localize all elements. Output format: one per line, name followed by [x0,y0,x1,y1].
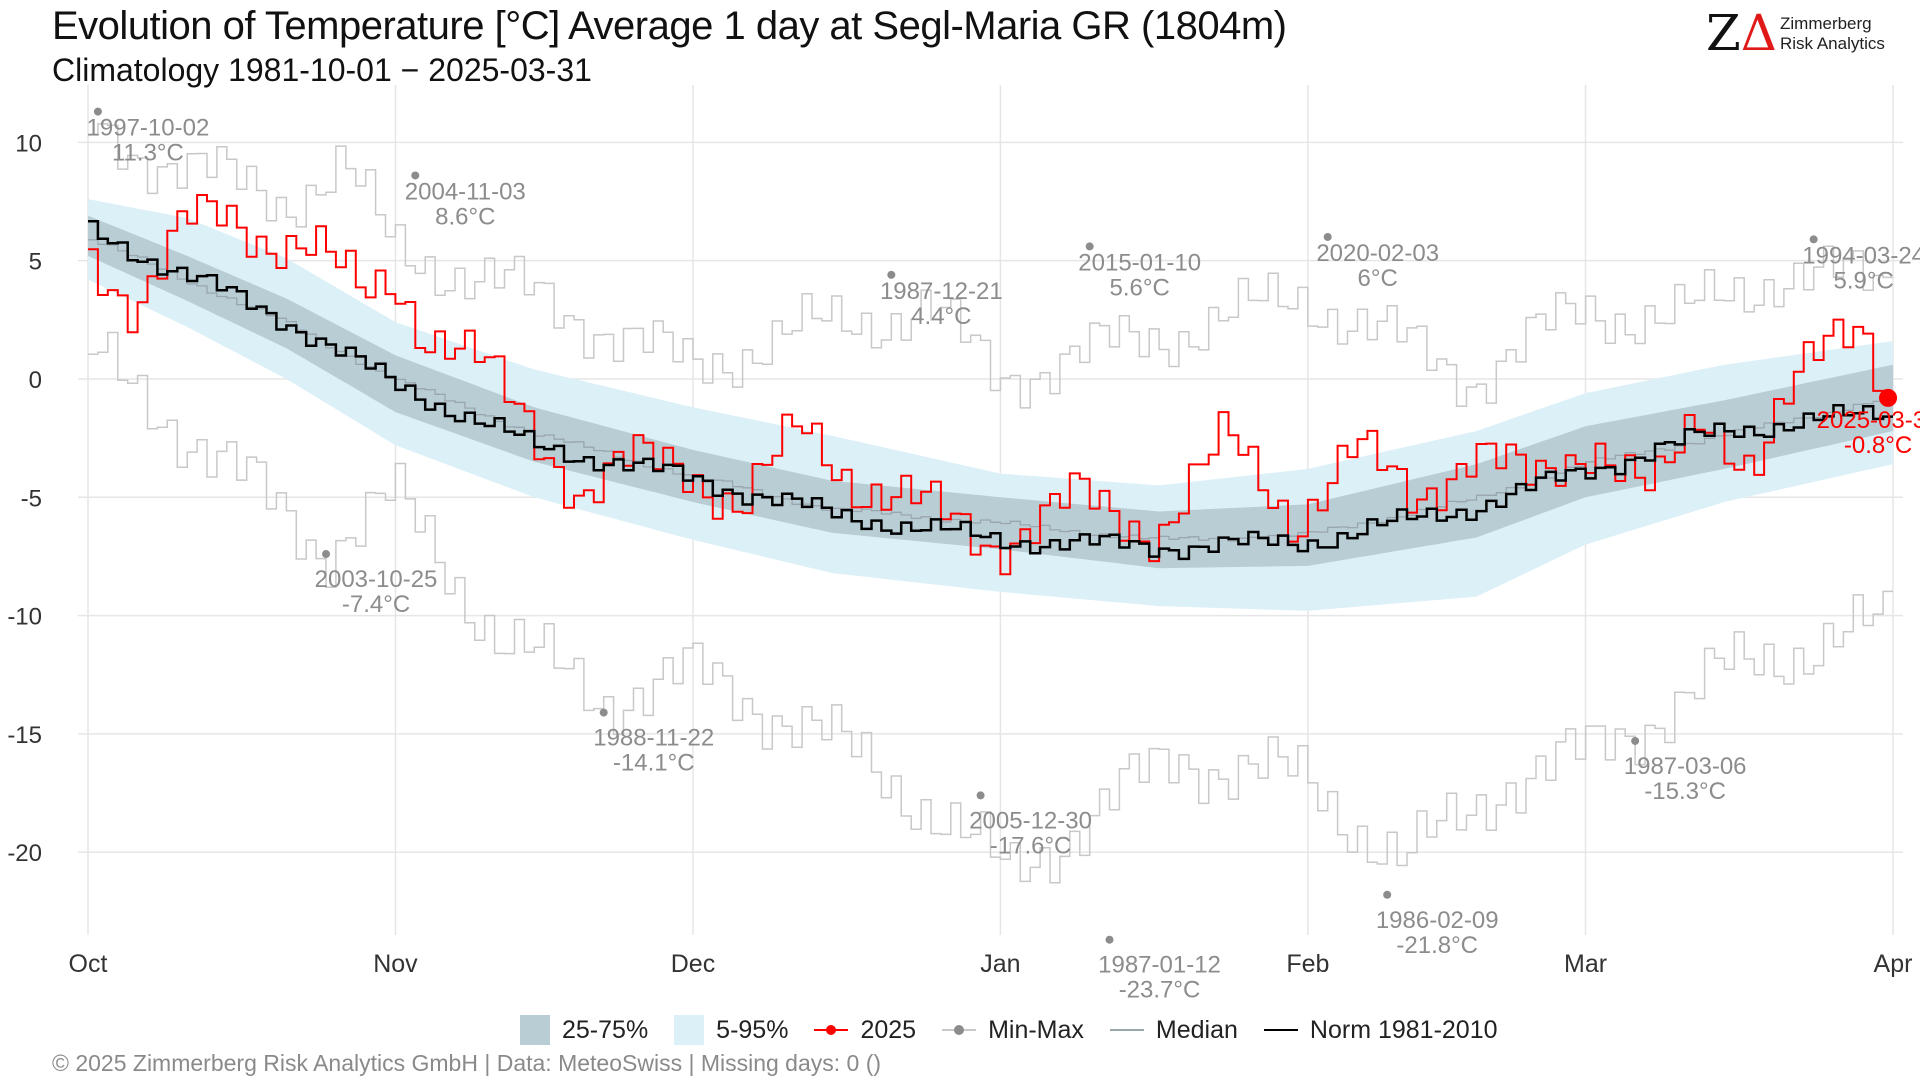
logo-mark: ZΔ [1706,4,1777,62]
current-day-point [1879,388,1898,407]
legend-label-25-75: 25-75% [562,1015,649,1044]
max-record-point [93,107,102,116]
chart-legend: 25-75% 5-95% 2025 Min-Max Median Norm 19… [520,1012,1524,1048]
legend-symbol-2025 [814,1022,849,1038]
min-record-point [1383,890,1392,899]
min-record-point [976,791,985,800]
min-record-date: 1987-01-12 [1098,952,1221,979]
max-record-value: 8.6°C [435,203,495,230]
max-record-date: 2015-01-10 [1078,249,1201,276]
max-record-date: 1997-10-02 [87,115,210,142]
min-record-point [599,708,608,717]
current-year-line [88,194,1893,576]
legend-item-5-95: 5-95% [674,1015,788,1045]
y-tick-label: -10 [7,604,42,631]
min-record-point [1631,736,1640,745]
max-record-date: 2004-11-03 [405,178,526,205]
max-record-value: 5.6°C [1110,274,1170,301]
max-record-value: 6°C [1358,265,1398,292]
y-tick-label: 0 [29,367,42,394]
min-series-line [88,331,1893,884]
x-tick-label: Dec [671,950,715,978]
legend-item-norm: Norm 1981-2010 [1263,1015,1498,1045]
min-record-value: -21.8°C [1396,932,1478,959]
legend-symbol-norm [1263,1022,1298,1038]
min-record-date: 1986-02-09 [1376,907,1499,934]
legend-swatch-5-95 [674,1015,705,1045]
max-record-date: 2020-02-03 [1316,240,1439,267]
max-record-point [1809,235,1818,244]
norm-line [88,219,1893,561]
current-day-date: 2025-03-31 [1817,407,1920,434]
min-record-date: 1988-11-22 [593,725,714,752]
temperature-chart: 10 5 0 -5 -10 -15 -20 Oct Nov Dec Jan Feb Mar Apr 1997… [7,85,1920,1004]
legend-item-min-max: Min-Max [942,1016,1084,1045]
max-record-date: 1987-12-21 [880,278,1003,305]
x-tick-label: Oct [69,950,108,978]
min-record-date: 2003-10-25 [315,566,438,593]
max-record-date: 1994-03-24 [1802,242,1920,269]
company-logo: ZΔ Zimmerberg Risk Analytics [1706,4,1906,62]
footer-credits: © 2025 Zimmerberg Risk Analytics GmbH | … [52,1050,882,1076]
min-record-date: 2005-12-30 [969,807,1092,834]
min-record-value: -17.6°C [990,832,1072,859]
legend-symbol-min-max [942,1022,977,1038]
max-series-line [88,123,1893,409]
logo-line-1: Zimmerberg [1780,14,1872,33]
max-record-value: 5.9°C [1834,267,1894,294]
legend-symbol-median [1109,1022,1144,1038]
legend-label-2025: 2025 [860,1015,917,1044]
y-tick-label: -5 [21,485,42,512]
legend-label-min-max: Min-Max [988,1015,1084,1044]
legend-item-25-75: 25-75% [520,1015,648,1045]
legend-swatch-25-75 [520,1015,550,1045]
min-record-value: -15.3°C [1644,778,1726,805]
legend-label-median: Median [1155,1015,1238,1044]
legend-item-2025: 2025 [814,1016,916,1045]
min-record-point [322,550,331,559]
legend-label-norm: Norm 1981-2010 [1309,1015,1498,1044]
x-tick-label: Feb [1286,950,1329,978]
max-record-point [1323,232,1332,241]
x-tick-label: Nov [373,950,418,978]
y-tick-label: 10 [15,130,42,157]
legend-item-median: Median [1109,1015,1238,1045]
logo-line-2: Risk Analytics [1780,34,1885,53]
max-record-value: 11.3°C [112,140,184,167]
chart-subtitle: Climatology 1981-10-01 − 2025-03-31 [52,52,592,88]
chart-title: Evolution of Temperature [°C] Average 1 … [52,4,1287,48]
min-record-value: -7.4°C [342,591,410,618]
y-tick-label: 5 [29,249,42,276]
current-day-value: -0.8°C [1844,432,1912,459]
legend-label-5-95: 5-95% [716,1015,789,1044]
min-record-value: -23.7°C [1119,977,1201,1004]
logo-text: Zimmerberg Risk Analytics [1780,14,1885,54]
x-tick-label: Apr [1874,950,1913,978]
y-tick-label: -15 [7,722,42,749]
x-tick-label: Jan [980,950,1020,978]
x-tick-label: Mar [1564,950,1607,978]
max-record-point [887,270,896,279]
min-record-date: 1987-03-06 [1624,753,1747,780]
y-tick-label: -20 [7,840,42,867]
min-record-value: -14.1°C [613,750,695,777]
max-record-point [411,171,420,180]
min-record-point [1105,935,1114,944]
band-25-75 [88,215,1893,569]
max-record-point [1085,242,1094,251]
max-record-value: 4.4°C [911,303,971,330]
